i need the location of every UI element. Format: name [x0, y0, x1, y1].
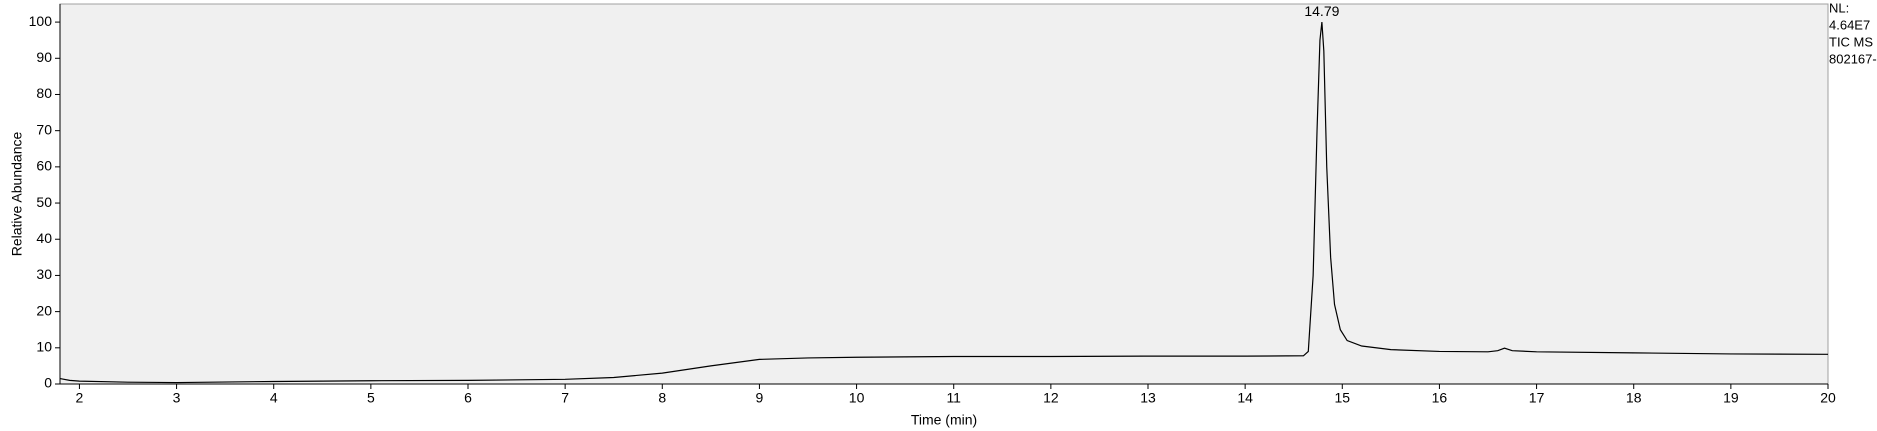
x-tick-label: 7: [561, 390, 569, 406]
y-tick-label: 10: [36, 339, 52, 355]
plot-area: [59, 3, 1829, 385]
x-tick-label: 12: [1043, 390, 1059, 406]
x-tick-label: 5: [367, 390, 375, 406]
info-line: 802167-: [1829, 51, 1877, 66]
x-tick-label: 16: [1432, 390, 1448, 406]
peak-label: 14.79: [1304, 3, 1339, 19]
x-tick-label: 13: [1140, 390, 1156, 406]
x-tick-label: 18: [1626, 390, 1642, 406]
info-line: TIC MS: [1829, 34, 1873, 49]
x-tick-label: 20: [1820, 390, 1836, 406]
x-tick-label: 6: [464, 390, 472, 406]
y-tick-label: 50: [36, 194, 52, 210]
y-tick-label: 60: [36, 158, 52, 174]
x-tick-label: 11: [946, 390, 961, 406]
x-tick-label: 10: [849, 390, 865, 406]
x-tick-label: 17: [1529, 390, 1545, 406]
info-line: NL:: [1829, 0, 1849, 15]
y-tick-label: 20: [36, 302, 52, 318]
x-tick-label: 2: [76, 390, 84, 406]
y-tick-label: 30: [36, 266, 52, 282]
y-tick-label: 40: [36, 230, 52, 246]
x-tick-label: 3: [173, 390, 181, 406]
x-tick-label: 14: [1237, 390, 1253, 406]
x-tick-label: 4: [270, 390, 278, 406]
y-tick-label: 100: [29, 13, 53, 29]
trace: [59, 22, 1829, 384]
info-line: 4.64E7: [1829, 17, 1870, 32]
y-tick-label: 70: [36, 121, 52, 137]
x-tick-label: 9: [756, 390, 764, 406]
y-tick-label: 90: [36, 49, 52, 65]
y-axis-title: Relative Abundance: [9, 132, 25, 257]
y-tick-label: 80: [36, 85, 52, 101]
x-axis-title: Time (min): [911, 412, 977, 428]
y-tick-label: 0: [44, 375, 52, 391]
x-tick-label: 15: [1334, 390, 1350, 406]
x-tick-label: 8: [658, 390, 666, 406]
x-tick-label: 19: [1723, 390, 1739, 406]
